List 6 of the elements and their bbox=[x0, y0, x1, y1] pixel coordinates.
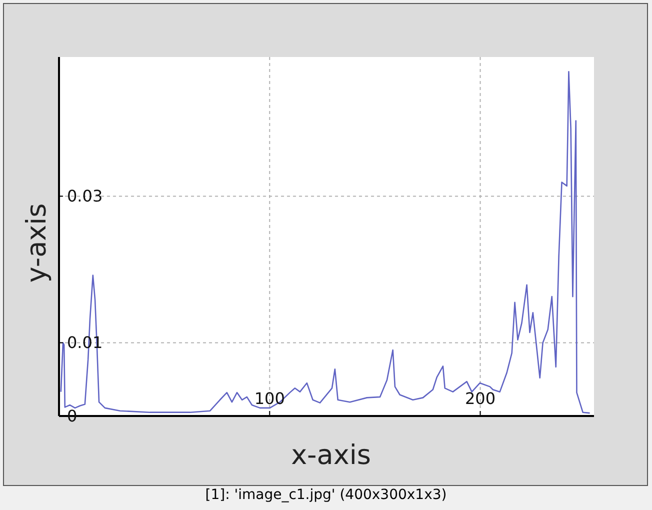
text: [1]: 'image_c1.jpg' (400x300x1x3) bbox=[205, 487, 447, 503]
x-tick-label: 100 bbox=[254, 389, 285, 408]
x-axis-title: x-axis bbox=[291, 440, 371, 471]
y-tick-label: 0.03 bbox=[67, 186, 103, 206]
y-axis-title: y-axis bbox=[22, 203, 52, 283]
x-tick-label: 200 bbox=[464, 389, 496, 408]
